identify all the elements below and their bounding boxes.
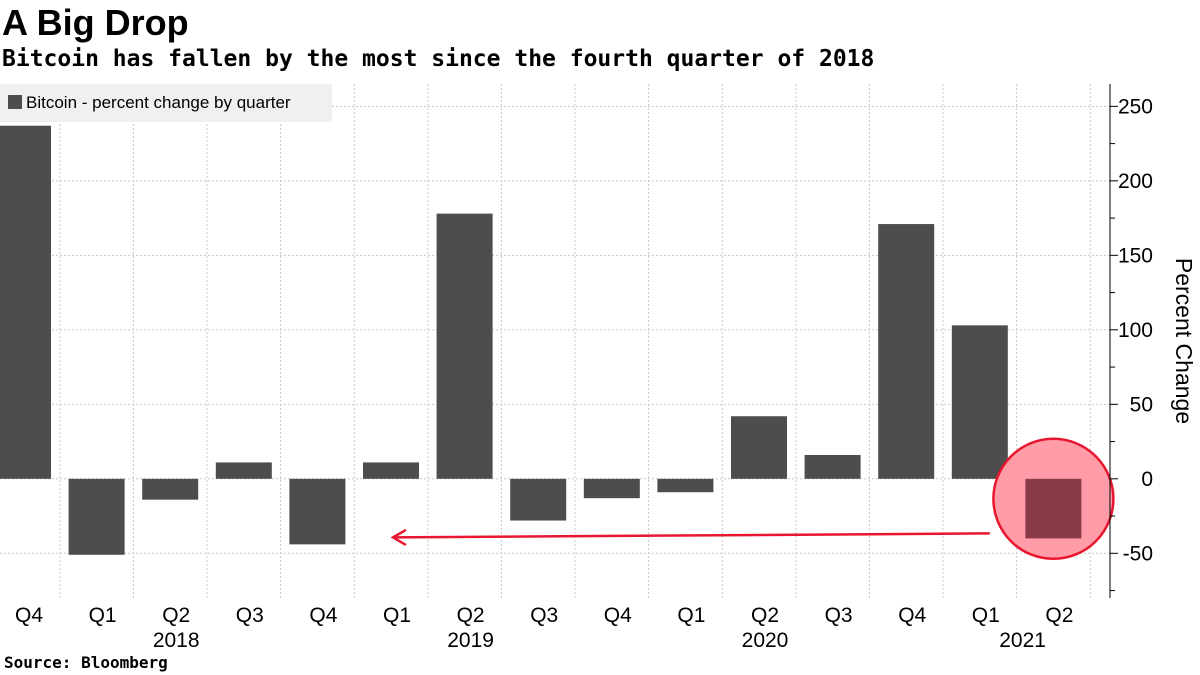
annotation-arrow-head [390,529,407,546]
legend: Bitcoin - percent change by quarter [0,84,332,122]
x-tick-label: Q2 [162,604,190,627]
x-year-label: 2018 [153,629,200,652]
y-axis: -50 0 50 100 150 200 250 [1109,84,1153,598]
legend-background [0,84,332,122]
x-tick-label: Q1 [89,604,117,627]
chart-subtitle: Bitcoin has fallen by the most since the… [2,46,875,72]
y-tick-label: 50 [1130,393,1153,416]
bar [951,325,1008,479]
y-tick-label: 200 [1118,170,1153,193]
legend-label: Bitcoin - percent change by quarter [26,93,291,112]
x-year-label: 2019 [447,629,494,652]
bar [804,454,861,479]
bar [0,125,51,479]
x-tick-label: Q3 [236,604,264,627]
x-tick-label: Q4 [15,604,43,627]
x-tick-label: Q4 [309,604,337,627]
bar [657,478,714,493]
legend-swatch [8,95,22,109]
x-tick-label: Q1 [972,604,1000,627]
x-tick-label: Q1 [677,604,705,627]
bars-layer [0,125,1082,555]
bar [68,478,125,555]
bar [436,213,493,479]
x-tick-label: Q1 [383,604,411,627]
y-tick-label: 250 [1118,95,1153,118]
bar [731,416,787,479]
x-tick-label: Q2 [457,604,485,627]
bar [510,478,567,521]
y-axis-title: Percent Change [1171,258,1197,424]
bar [215,462,272,479]
grid-layer [0,84,1110,598]
x-tick-label: Q4 [898,604,926,627]
x-year-label: 2020 [742,629,789,652]
y-tick-label: 0 [1141,468,1153,491]
x-year-label: 2021 [999,629,1046,652]
y-tick-label: 100 [1118,319,1153,342]
source-note: Source: Bloomberg [4,653,168,672]
chart-title: A Big Drop [2,2,189,43]
bar [142,478,199,500]
y-tick-label: -50 [1123,542,1153,565]
annotation-layer [390,437,1115,561]
bar [583,478,640,499]
bar [289,478,346,545]
x-tick-label: Q4 [604,604,632,627]
y-tick-label: 150 [1118,244,1153,267]
x-tick-label: Q2 [751,604,779,627]
x-tick-label: Q3 [530,604,558,627]
bar [878,224,935,479]
bar [363,462,419,479]
x-tick-label: Q2 [1045,604,1073,627]
annotation-arrow-line [394,532,990,539]
highlighted-bar [1025,478,1082,539]
x-tick-label: Q3 [825,604,853,627]
